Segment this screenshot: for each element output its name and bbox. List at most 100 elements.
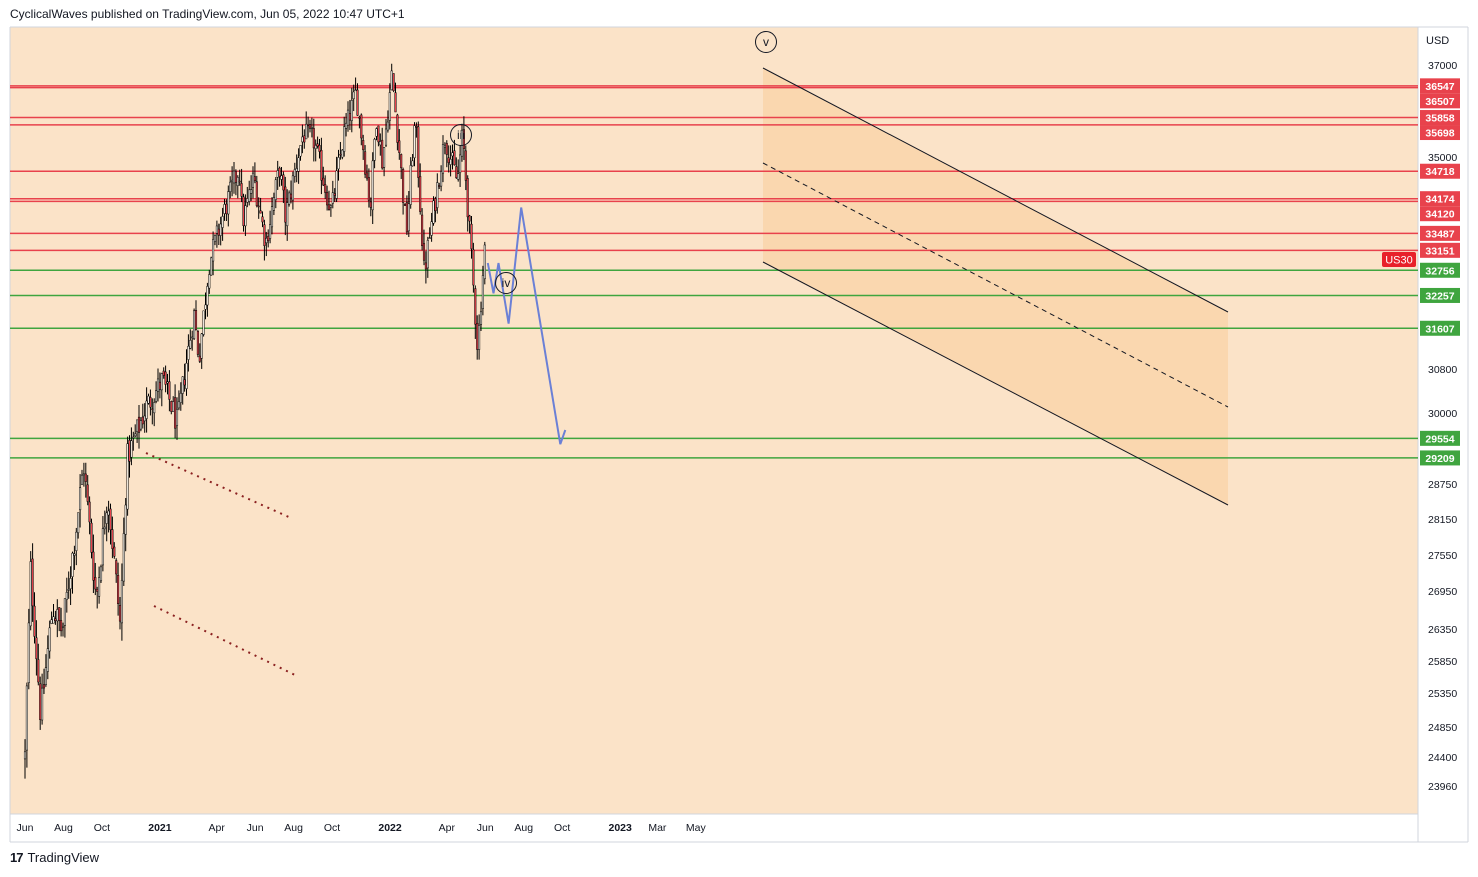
candle-body	[405, 202, 408, 233]
candle-body	[341, 149, 344, 158]
x-tick-label: Oct	[554, 822, 570, 834]
candle-body	[422, 243, 426, 261]
symbol-badge-bg	[1382, 252, 1416, 267]
channel-fill	[763, 68, 1228, 505]
x-tick-label: Jun	[477, 822, 494, 834]
candle-body	[392, 73, 395, 91]
candle-body	[172, 401, 175, 412]
candle-body	[331, 192, 334, 204]
footer-brand: TradingView	[27, 850, 100, 865]
candle-body	[417, 126, 420, 178]
candle-body	[151, 408, 154, 410]
support-level-tag-label: 31607	[1425, 323, 1454, 335]
candle-body	[117, 574, 120, 604]
candle-body	[267, 235, 270, 241]
candle-body	[63, 598, 66, 626]
candle-body	[318, 145, 321, 152]
wave-label-text: iv	[502, 276, 511, 290]
candle-body	[259, 210, 262, 214]
candle-body	[177, 401, 180, 409]
candle-body	[443, 145, 446, 148]
candle-body	[130, 440, 133, 458]
wave-label-circle	[450, 124, 472, 146]
candle-body	[244, 205, 247, 227]
candle-body	[25, 685, 28, 751]
candle-body	[122, 533, 125, 582]
candle-body	[365, 172, 369, 179]
candle-body	[421, 214, 424, 246]
candle-body	[474, 288, 477, 325]
candle-body	[139, 420, 142, 430]
candle-body	[198, 355, 201, 362]
candle-body	[234, 171, 237, 183]
candle-body	[432, 200, 435, 224]
horizontal-levels	[10, 85, 1418, 459]
support-level-tag-label: 32756	[1425, 265, 1454, 277]
wave-labels: iii iv v	[450, 31, 777, 294]
candle-body	[238, 180, 241, 183]
support-level-tag	[1420, 262, 1460, 278]
candle-body	[348, 113, 351, 121]
candle-body	[449, 159, 452, 165]
candle-body	[346, 109, 350, 126]
candle-body	[476, 322, 479, 350]
candle-body	[236, 177, 239, 186]
candle-body	[352, 91, 355, 100]
candle-body	[181, 376, 184, 394]
y-tick-label: 23960	[1428, 781, 1457, 793]
candle-body	[232, 170, 236, 184]
candle-body	[407, 203, 410, 232]
candle-body	[160, 373, 163, 391]
candle-body	[80, 474, 84, 485]
candle-body	[316, 143, 319, 147]
candle-body	[183, 379, 186, 386]
candle-body	[257, 205, 260, 208]
candle-body	[134, 433, 137, 437]
candle-body	[145, 400, 148, 419]
candle-body	[263, 224, 266, 246]
x-tick-label: Oct	[324, 822, 340, 834]
candle-body	[394, 92, 397, 113]
candle-body	[137, 416, 141, 433]
candle-body	[377, 125, 380, 143]
channel-mid-line	[762, 162, 1229, 408]
y-tick-label: 30800	[1428, 364, 1457, 376]
candle-body	[327, 204, 331, 211]
candle-body	[250, 189, 253, 194]
candle-body	[227, 191, 230, 215]
candle-body	[126, 443, 129, 510]
candle-body	[153, 402, 156, 414]
resistance-level-tag-label: 34120	[1425, 209, 1454, 221]
y-tick-label: 30000	[1428, 408, 1457, 420]
candle-body	[147, 395, 150, 404]
candle-body	[367, 177, 370, 201]
candle-body	[333, 193, 336, 196]
candle-body	[212, 239, 215, 262]
candle-body	[462, 129, 465, 149]
support-level-tag-label: 29209	[1425, 453, 1454, 465]
x-tick-label: Jun	[247, 822, 264, 834]
candle-body	[31, 558, 34, 607]
wave-label-circle	[755, 31, 777, 53]
resistance-level-tag-label: 34718	[1425, 166, 1454, 178]
candle-body	[265, 237, 268, 244]
candle-body	[424, 262, 427, 270]
candle-body	[96, 589, 99, 592]
candle-body	[337, 157, 340, 170]
support-level-tag-label: 32257	[1425, 290, 1454, 302]
candle-body	[225, 203, 228, 215]
candle-body	[291, 175, 294, 201]
candle-body	[360, 114, 363, 139]
candle-body	[297, 157, 300, 172]
candle-body	[335, 170, 338, 199]
candle-body	[398, 140, 401, 153]
x-tick-label: May	[686, 822, 707, 834]
candle-body	[191, 336, 194, 339]
candle-body	[322, 177, 325, 186]
candle-body	[383, 147, 386, 168]
y-tick-label: 26350	[1428, 624, 1457, 636]
candle-body	[240, 183, 243, 197]
wave-label-circle	[495, 272, 517, 294]
candle-body	[324, 184, 327, 193]
